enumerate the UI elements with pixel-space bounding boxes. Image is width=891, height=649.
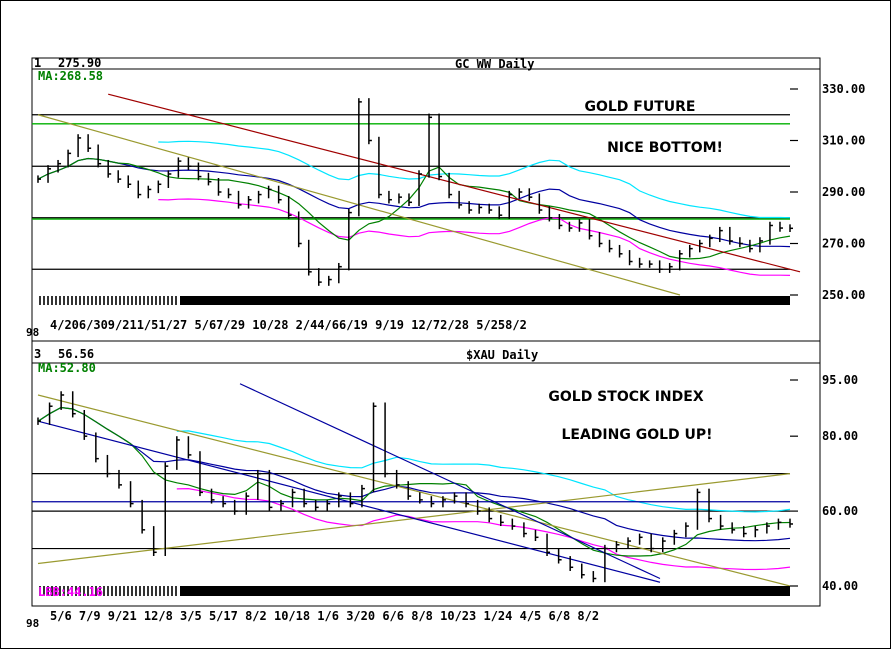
bottom-channel-upper bbox=[37, 394, 791, 587]
top-annotation-2: NICE BOTTOM! bbox=[607, 140, 723, 156]
bottom-short-ma bbox=[37, 406, 791, 557]
top-short-ma bbox=[37, 157, 791, 260]
bottom-annotation-2: LEADING GOLD UP! bbox=[561, 427, 712, 443]
top-panel-plot: 330.00 310.00 290.00 270.00 250.00 bbox=[32, 82, 865, 305]
bottom-ma-label: MA:52.80 bbox=[38, 361, 96, 375]
top-y-tick-label: 310.00 bbox=[822, 134, 865, 148]
top-ma-label: MA:268.58 bbox=[38, 69, 103, 83]
top-long-ma bbox=[37, 157, 791, 248]
top-x-tick-labels: 4/206/309/211/51/27 5/67/29 10/28 2/44/6… bbox=[50, 318, 527, 332]
bottom-upper-band bbox=[176, 430, 791, 513]
bottom-y-tick-label: 95.00 bbox=[822, 373, 858, 387]
bottom-annotation-1: GOLD STOCK INDEX bbox=[548, 389, 703, 405]
top-panel-title: GC WW Daily bbox=[455, 57, 534, 71]
bottom-panel-last-value: 56.56 bbox=[58, 347, 94, 361]
bottom-lower-band bbox=[176, 487, 791, 571]
bottom-y-tick-label: 80.00 bbox=[822, 429, 858, 443]
bottom-panel-plot: 95.00 80.00 60.00 40.00 bbox=[32, 373, 858, 596]
top-lower-band bbox=[158, 198, 791, 276]
bottom-date-band bbox=[180, 586, 790, 596]
bottom-blue-trend-2 bbox=[239, 383, 661, 580]
bottom-panel-number: 3 bbox=[34, 347, 41, 361]
top-annotation-1: GOLD FUTURE bbox=[584, 99, 695, 115]
top-y-tick-label: 290.00 bbox=[822, 185, 865, 199]
top-x-prefix: 98 bbox=[26, 326, 39, 339]
top-downtrend-line bbox=[108, 93, 801, 273]
bottom-y-tick-label: 40.00 bbox=[822, 579, 858, 593]
top-y-tick-label: 250.00 bbox=[822, 288, 865, 302]
bottom-x-prefix: 98 bbox=[26, 617, 39, 630]
bottom-lbb-label: LBB:44.16 bbox=[38, 585, 103, 599]
bottom-panel-title: $XAU Daily bbox=[466, 348, 538, 362]
bottom-y-tick-label: 60.00 bbox=[822, 504, 858, 518]
top-upper-band bbox=[158, 140, 791, 219]
top-y-tick-label: 270.00 bbox=[822, 237, 865, 251]
bottom-long-ma bbox=[37, 406, 791, 542]
top-date-band bbox=[180, 296, 790, 305]
top-y-tick-label: 330.00 bbox=[822, 82, 865, 96]
top-panel-last-value: 275.90 bbox=[58, 56, 101, 70]
top-panel-number: 1 bbox=[34, 56, 41, 70]
bottom-x-tick-labels: 5/6 7/9 9/21 12/8 3/5 5/17 8/2 10/18 1/6… bbox=[50, 609, 599, 623]
